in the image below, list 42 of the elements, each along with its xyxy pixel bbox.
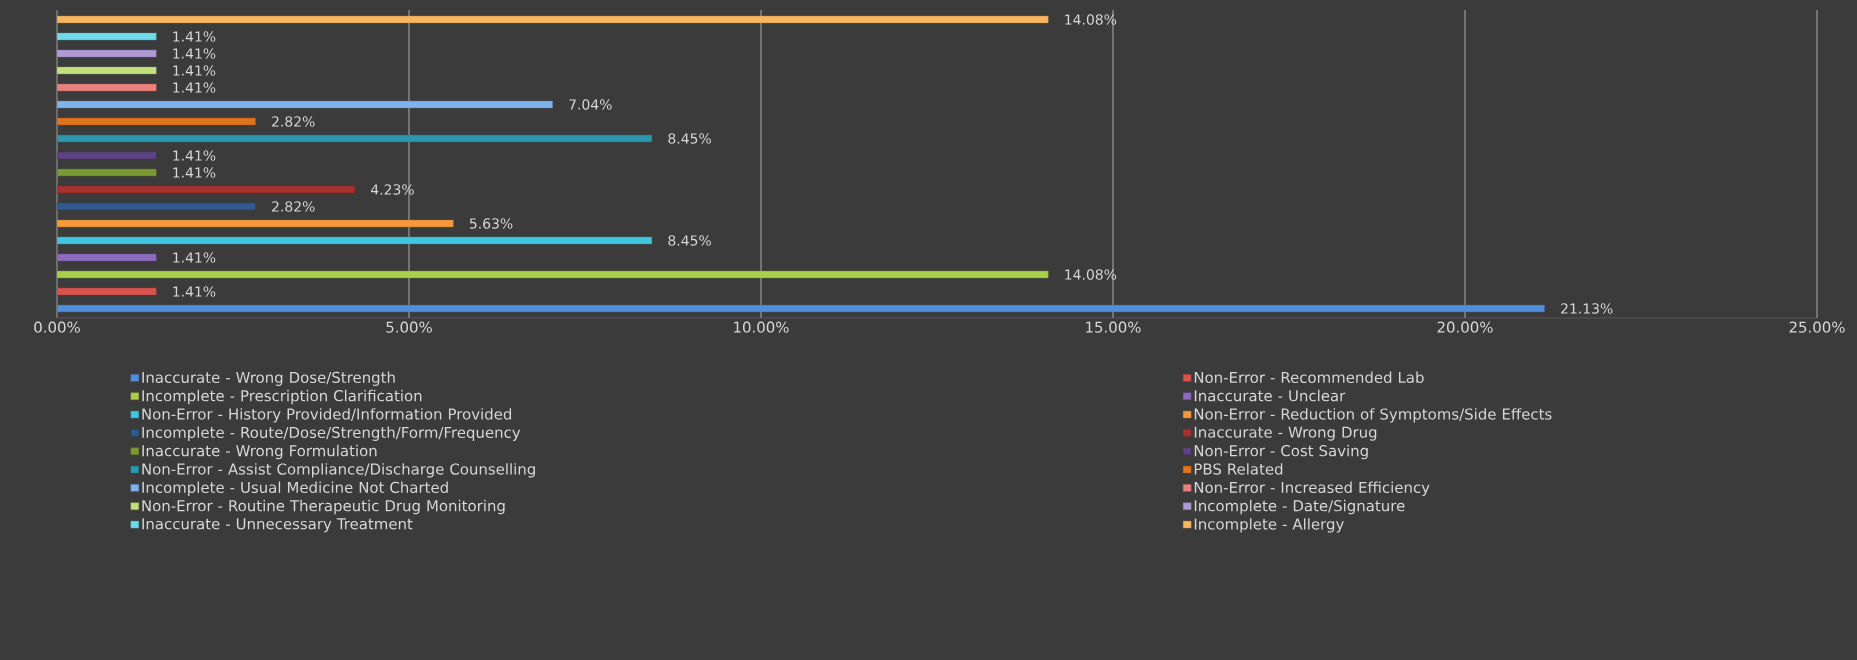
x-tick-label: 10.00% bbox=[734, 321, 789, 333]
legend-label: Incomplete - Prescription Clarification bbox=[142, 389, 422, 405]
legend-label: Incomplete - Date/Signature bbox=[1194, 499, 1405, 515]
data-label: 2.82% bbox=[272, 116, 315, 127]
data-label: 21.13% bbox=[1561, 303, 1613, 314]
x-tick-label: 0.00% bbox=[34, 321, 80, 333]
data-label: 1.41% bbox=[173, 150, 216, 161]
data-label: 1.41% bbox=[173, 286, 216, 297]
data-label: 1.41% bbox=[173, 167, 216, 178]
data-label: 8.45% bbox=[668, 133, 711, 144]
data-label: 7.04% bbox=[569, 99, 612, 110]
legend-label: Inaccurate - Unnecessary Treatment bbox=[142, 518, 413, 533]
data-label: 1.41% bbox=[173, 31, 216, 42]
legend-label: Inaccurate - Wrong Dose/Strength bbox=[142, 371, 395, 386]
legend-label: Non-Error - Routine Therapeutic Drug Monitoring bbox=[142, 499, 505, 515]
x-tick-label: 20.00% bbox=[1437, 321, 1493, 333]
data-label: 8.45% bbox=[668, 235, 711, 246]
legend-label: Inaccurate - Unclear bbox=[1194, 389, 1346, 402]
x-tick-label: 5.00% bbox=[386, 321, 432, 333]
data-label: 1.41% bbox=[173, 48, 216, 59]
x-tick-label: 25.00% bbox=[1789, 321, 1845, 333]
data-label: 14.08% bbox=[1065, 269, 1117, 280]
legend-label: Incomplete - Route/Dose/Strength/Form/Frequency bbox=[142, 426, 521, 441]
data-label: 5.63% bbox=[469, 218, 513, 229]
x-tick-label: 15.00% bbox=[1086, 321, 1141, 333]
legend-label: Inaccurate - Wrong Drug bbox=[1194, 426, 1377, 441]
data-label: 14.08% bbox=[1065, 14, 1117, 25]
legend-label: PBS Related bbox=[1194, 463, 1283, 475]
data-label: 2.82% bbox=[272, 201, 315, 212]
legend-label: Non-Error - Cost Saving bbox=[1194, 444, 1368, 460]
data-label: 1.41% bbox=[173, 65, 216, 76]
legend-label: Non-Error - Reduction of Symptoms/Side Effects bbox=[1194, 408, 1552, 423]
legend-label: Non-Error - History Provided/Information Provided bbox=[142, 408, 512, 423]
legend-label: Incomplete - Usual Medicine Not Charted bbox=[142, 481, 448, 496]
legend-label: Non-Error - Increased Efficiency bbox=[1194, 481, 1430, 496]
legend-label: Non-Error - Recommended Lab bbox=[1194, 371, 1424, 384]
data-label: 1.41% bbox=[173, 252, 216, 263]
legend-label: Incomplete - Allergy bbox=[1194, 518, 1344, 533]
data-label: 1.41% bbox=[173, 82, 216, 93]
legend-label: Non-Error - Assist Compliance/Discharge Counselling bbox=[142, 463, 535, 478]
data-label: 4.23% bbox=[371, 184, 414, 195]
legend-label: Inaccurate - Wrong Formulation bbox=[142, 444, 377, 460]
